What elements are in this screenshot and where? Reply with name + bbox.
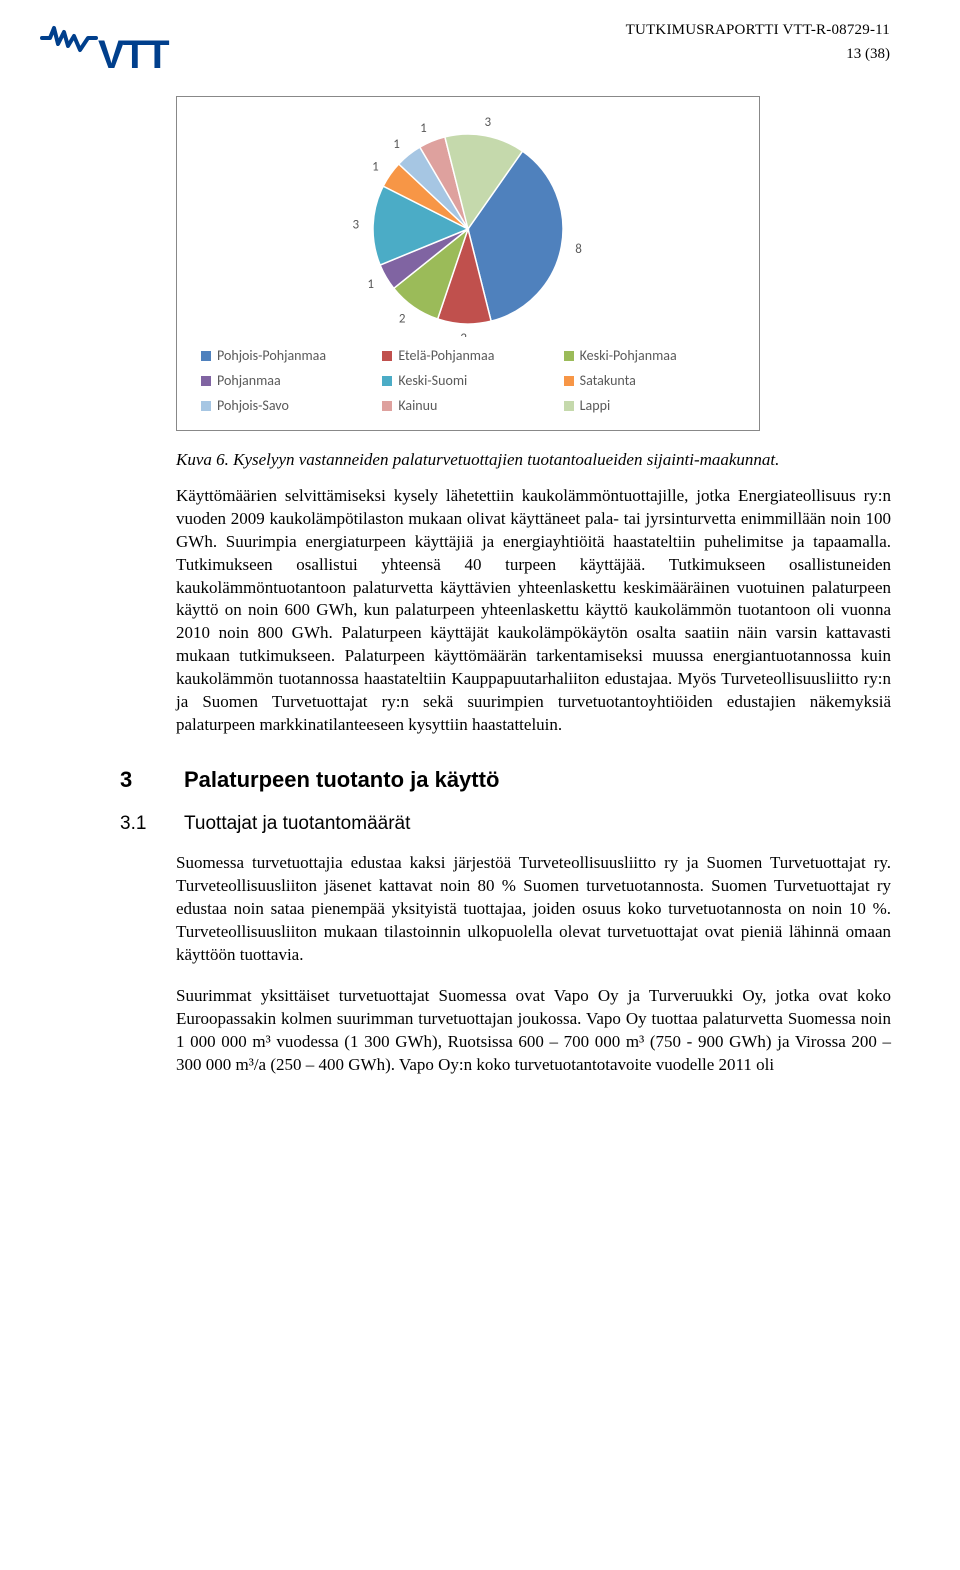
legend-swatch xyxy=(564,401,574,411)
legend-label: Pohjois-Savo xyxy=(217,397,289,416)
figure-caption: Kuva 6. Kyselyyn vastanneiden palaturvet… xyxy=(176,449,816,471)
pie-slice-label: 1 xyxy=(367,277,374,292)
legend-swatch xyxy=(564,351,574,361)
pie-slice-label: 1 xyxy=(393,137,400,152)
legend-label: Lappi xyxy=(580,397,611,416)
pie-slice-label: 3 xyxy=(485,117,492,130)
body-paragraph-1: Käyttömäärien selvittämiseksi kysely läh… xyxy=(176,485,891,737)
legend-swatch xyxy=(382,401,392,411)
legend-swatch xyxy=(564,376,574,386)
legend-swatch xyxy=(201,401,211,411)
legend-item: Kainuu xyxy=(382,397,553,416)
pie-slice-label: 1 xyxy=(372,160,379,175)
legend-item: Keski-Suomi xyxy=(382,372,553,391)
body-paragraph-2: Suomessa turvetuottajia edustaa kaksi jä… xyxy=(176,852,891,967)
section-title: Palaturpeen tuotanto ja käyttö xyxy=(184,765,499,795)
subsection-number: 3.1 xyxy=(120,811,156,837)
legend-item: Pohjois-Savo xyxy=(201,397,372,416)
pie-slice-label: 2 xyxy=(460,331,467,337)
legend-swatch xyxy=(382,351,392,361)
pie-slice-label: 2 xyxy=(399,311,406,326)
header-right: TUTKIMUSRAPORTTI VTT-R-08729-11 13 (38) xyxy=(626,20,890,65)
legend-item: Satakunta xyxy=(564,372,735,391)
subsection-heading-row: 3.1 Tuottajat ja tuotantomäärät xyxy=(120,811,890,837)
legend-item: Pohjanmaa xyxy=(201,372,372,391)
chart-legend: Pohjois-Pohjanmaa Etelä-Pohjanmaa Keski-Po… xyxy=(197,347,739,416)
pie-slice-label: 3 xyxy=(353,218,360,233)
legend-item: Keski-Pohjanmaa xyxy=(564,347,735,366)
svg-text:VTT: VTT xyxy=(98,33,169,76)
page: VTT TUTKIMUSRAPORTTI VTT-R-08729-11 13 (… xyxy=(0,0,960,1135)
legend-label: Pohjois-Pohjanmaa xyxy=(217,347,326,366)
subsection-title: Tuottajat ja tuotantomäärät xyxy=(184,811,410,837)
legend-label: Pohjanmaa xyxy=(217,372,281,391)
section-heading-row: 3 Palaturpeen tuotanto ja käyttö xyxy=(120,765,890,795)
legend-label: Etelä-Pohjanmaa xyxy=(398,347,494,366)
pie-chart: 822131113 xyxy=(328,117,608,337)
legend-item: Etelä-Pohjanmaa xyxy=(382,347,553,366)
legend-label: Keski-Pohjanmaa xyxy=(580,347,677,366)
vtt-logo: VTT xyxy=(40,24,210,76)
vtt-logo-svg: VTT xyxy=(40,24,210,76)
chart-container: 822131113 Pohjois-PohjanmaaEtelä-Pohjanm… xyxy=(176,96,760,431)
page-header: VTT TUTKIMUSRAPORTTI VTT-R-08729-11 13 (… xyxy=(120,20,890,76)
legend-swatch xyxy=(201,351,211,361)
report-id: TUTKIMUSRAPORTTI VTT-R-08729-11 xyxy=(626,20,890,40)
pie-wrap: 822131113 xyxy=(197,117,739,337)
pie-slice-label: 8 xyxy=(575,242,582,257)
pie-slice-label: 1 xyxy=(420,121,427,136)
legend-item: Pohjois-Pohjanmaa xyxy=(201,347,372,366)
page-number: 13 (38) xyxy=(626,44,890,64)
legend-label: Keski-Suomi xyxy=(398,372,467,391)
legend-label: Satakunta xyxy=(580,372,636,391)
legend-swatch xyxy=(201,376,211,386)
body-paragraph-3: Suurimmat yksittäiset turvetuottajat Suo… xyxy=(176,985,891,1077)
legend-swatch xyxy=(382,376,392,386)
legend-item: Lappi xyxy=(564,397,735,416)
section-number: 3 xyxy=(120,765,144,795)
legend-label: Kainuu xyxy=(398,397,437,416)
